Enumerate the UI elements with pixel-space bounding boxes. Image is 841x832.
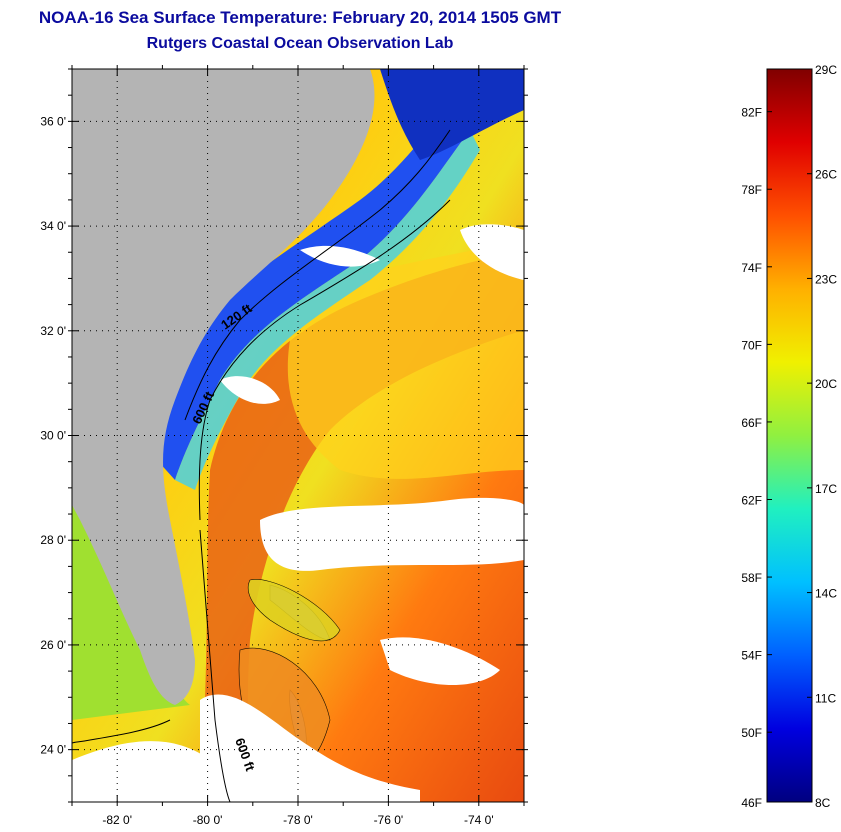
- colorbar-celsius-label: 11C: [815, 691, 836, 705]
- colorbar-fahrenheit-label: 78F: [741, 183, 762, 197]
- colorbar-celsius-label: 29C: [815, 63, 837, 77]
- lat-label: 30 0': [40, 429, 66, 443]
- lat-label: 24 0': [40, 743, 66, 757]
- isobath-600ft: [198, 199, 451, 521]
- colorbar: [766, 68, 813, 803]
- colorbar-fahrenheit-label: 62F: [741, 493, 762, 507]
- colorbar-fahrenheit-label: 66F: [741, 416, 762, 430]
- lat-label: 34 0': [40, 219, 66, 233]
- north-cold-pocket: [380, 69, 524, 160]
- colorbar-celsius-label: 23C: [815, 272, 837, 286]
- lat-label: 26 0': [40, 638, 66, 652]
- colorbar-celsius-label: 14C: [815, 587, 837, 601]
- isobath-florida-600ft: [199, 529, 231, 802]
- isobath-florida-keys: [72, 719, 171, 744]
- colorbar-fahrenheit-label: 46F: [741, 796, 762, 810]
- map-subtitle: Rutgers Coastal Ocean Observation Lab: [146, 35, 454, 52]
- lat-label: 28 0': [40, 533, 66, 547]
- isobath-120ft: [184, 129, 451, 421]
- lon-label: -82 0': [102, 813, 132, 827]
- colorbar-celsius-label: 20C: [815, 377, 837, 391]
- colorbar-fahrenheit-label: 58F: [741, 571, 762, 585]
- colorbar-fahrenheit-label: 54F: [741, 649, 762, 663]
- map-title: NOAA-16 Sea Surface Temperature: Februar…: [38, 8, 562, 27]
- colorbar-fahrenheit-label: 70F: [741, 338, 762, 352]
- lon-label: -76 0': [374, 813, 404, 827]
- colorbar-fahrenheit-label: 74F: [741, 261, 762, 275]
- bahamas-bank: [247, 579, 341, 642]
- lon-label: -78 0': [283, 813, 313, 827]
- shelf-cold-water: [130, 100, 470, 480]
- colorbar-celsius-label: 8C: [815, 796, 831, 810]
- land-mass: [72, 69, 375, 705]
- lon-label: -80 0': [193, 813, 223, 827]
- shelf-cyan-band: [175, 130, 480, 490]
- colorbar-fahrenheit-label: 82F: [741, 106, 762, 120]
- lon-label: -74 0': [464, 813, 494, 827]
- lat-label: 32 0': [40, 324, 66, 338]
- map-canvas: [72, 69, 524, 802]
- cloud-cover: [72, 224, 524, 802]
- sargasso-yellow: [287, 240, 524, 479]
- colorbar-celsius-label: 17C: [815, 482, 837, 496]
- colorbar-celsius-label: 26C: [815, 168, 837, 182]
- colorbar-fahrenheit-label: 50F: [741, 726, 762, 740]
- lat-label: 36 0': [40, 114, 66, 128]
- gulf-stream-core: [200, 250, 524, 802]
